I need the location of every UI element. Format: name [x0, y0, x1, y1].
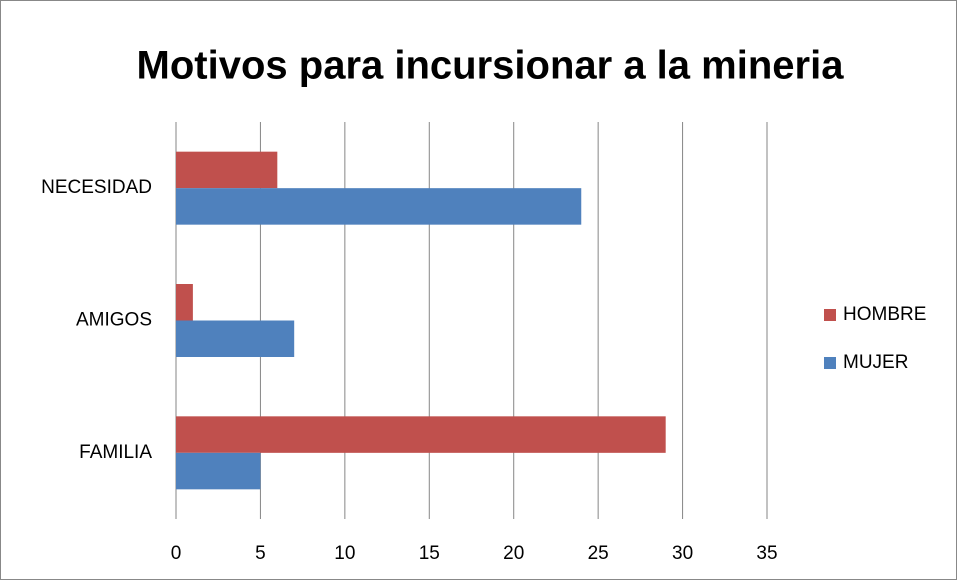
legend-label: HOMBRE [843, 304, 926, 325]
legend-label: MUJER [843, 352, 908, 373]
legend-swatch [824, 357, 836, 369]
bar [176, 452, 261, 490]
x-tick-label: 15 [419, 543, 440, 564]
y-tick-label: AMIGOS [76, 310, 152, 331]
x-tick-label: 0 [171, 543, 182, 564]
legend-swatch [824, 309, 836, 321]
x-tick-label: 5 [255, 543, 266, 564]
x-tick-label: 20 [503, 543, 524, 564]
x-tick-label: 30 [672, 543, 693, 564]
bar [176, 320, 295, 357]
chart-title: Motivos para incursionar a la mineria [137, 44, 845, 88]
bar [176, 188, 582, 225]
y-tick-label: NECESIDAD [41, 177, 152, 198]
x-tick-label: 25 [588, 543, 609, 564]
bar [176, 416, 666, 453]
bar [176, 284, 193, 321]
bar [176, 151, 278, 189]
x-tick-label: 10 [334, 543, 355, 564]
y-tick-label: FAMILIA [79, 442, 152, 463]
x-tick-label: 35 [756, 543, 777, 564]
